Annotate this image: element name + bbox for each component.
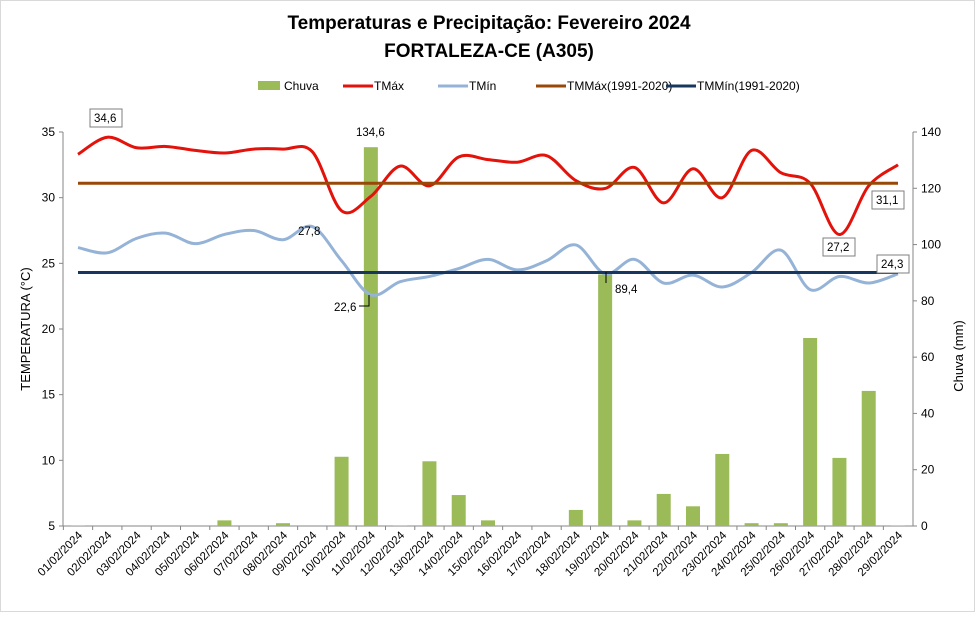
bar-chuva bbox=[364, 147, 378, 526]
bar-chuva bbox=[569, 510, 583, 526]
annotations: 34,6 134,6 27,8 22,6 89,4 27,2 31,1 24,3 bbox=[90, 109, 909, 314]
legend-label: TMín bbox=[469, 79, 496, 93]
data-label: 34,6 bbox=[94, 113, 116, 125]
y2-tick-label: 0 bbox=[921, 519, 928, 533]
bar-chuva bbox=[774, 523, 788, 526]
line-tm-x bbox=[78, 137, 898, 234]
data-label: 22,6 bbox=[334, 302, 356, 314]
bar-chuva bbox=[862, 391, 876, 526]
data-label: 31,1 bbox=[876, 195, 898, 207]
line-tm-n bbox=[78, 226, 898, 295]
legend-label: TMMín(1991-2020) bbox=[697, 79, 800, 93]
bar-chuva bbox=[598, 274, 612, 526]
bars bbox=[71, 147, 905, 526]
bar-chuva bbox=[832, 458, 846, 526]
y-axis-label: TEMPERATURA (°C) bbox=[18, 267, 33, 390]
bar-chuva bbox=[745, 523, 759, 526]
bar-chuva bbox=[891, 525, 905, 526]
chart-subtitle: FORTALEZA-CE (A305) bbox=[384, 41, 594, 62]
y-tick-label: 20 bbox=[42, 322, 56, 336]
data-label: 24,3 bbox=[881, 259, 903, 271]
bar-chuva bbox=[217, 520, 231, 526]
legend: Chuva TMáx TMín TMMáx(1991-2020) TMMín(1991-… bbox=[258, 79, 800, 93]
bar-chuva bbox=[452, 495, 466, 526]
y2-tick-label: 120 bbox=[921, 181, 941, 195]
data-label: 89,4 bbox=[615, 284, 638, 296]
bar-chuva bbox=[803, 338, 817, 526]
bar-chuva bbox=[422, 461, 436, 526]
y-tick-label: 15 bbox=[42, 388, 56, 402]
y2-tick-label: 140 bbox=[921, 125, 941, 139]
data-label: 27,8 bbox=[298, 226, 320, 238]
bar-chuva bbox=[715, 454, 729, 526]
data-label: 134,6 bbox=[356, 127, 385, 139]
y-tick-label: 5 bbox=[48, 519, 55, 533]
y2-tick-label: 20 bbox=[921, 463, 935, 477]
y2-tick-label: 100 bbox=[921, 238, 941, 252]
y-tick-label: 35 bbox=[42, 125, 56, 139]
y-tick-label: 10 bbox=[42, 453, 56, 467]
y2-axis-label: Chuva (mm) bbox=[951, 320, 966, 392]
bar-chuva bbox=[657, 494, 671, 526]
bar-chuva bbox=[71, 525, 85, 526]
bar-chuva bbox=[686, 506, 700, 526]
y2-tick-label: 60 bbox=[921, 350, 935, 364]
y-tick-label: 30 bbox=[42, 191, 56, 205]
bar-chuva bbox=[481, 520, 495, 526]
bar-chuva bbox=[335, 457, 349, 526]
legend-label: Chuva bbox=[284, 79, 319, 93]
legend-label: TMáx bbox=[374, 79, 404, 93]
chart-title: Temperaturas e Precipitação: Fevereiro 2… bbox=[287, 13, 691, 34]
y-tick-label: 25 bbox=[42, 256, 56, 270]
data-label: 27,2 bbox=[827, 242, 849, 254]
bar-chuva bbox=[276, 523, 290, 526]
legend-label: TMMáx(1991-2020) bbox=[567, 79, 672, 93]
legend-swatch bbox=[258, 81, 280, 90]
bar-chuva bbox=[393, 525, 407, 526]
y2-tick-label: 40 bbox=[921, 406, 935, 420]
bar-chuva bbox=[627, 520, 641, 526]
lines bbox=[78, 137, 898, 295]
y2-tick-label: 80 bbox=[921, 294, 935, 308]
